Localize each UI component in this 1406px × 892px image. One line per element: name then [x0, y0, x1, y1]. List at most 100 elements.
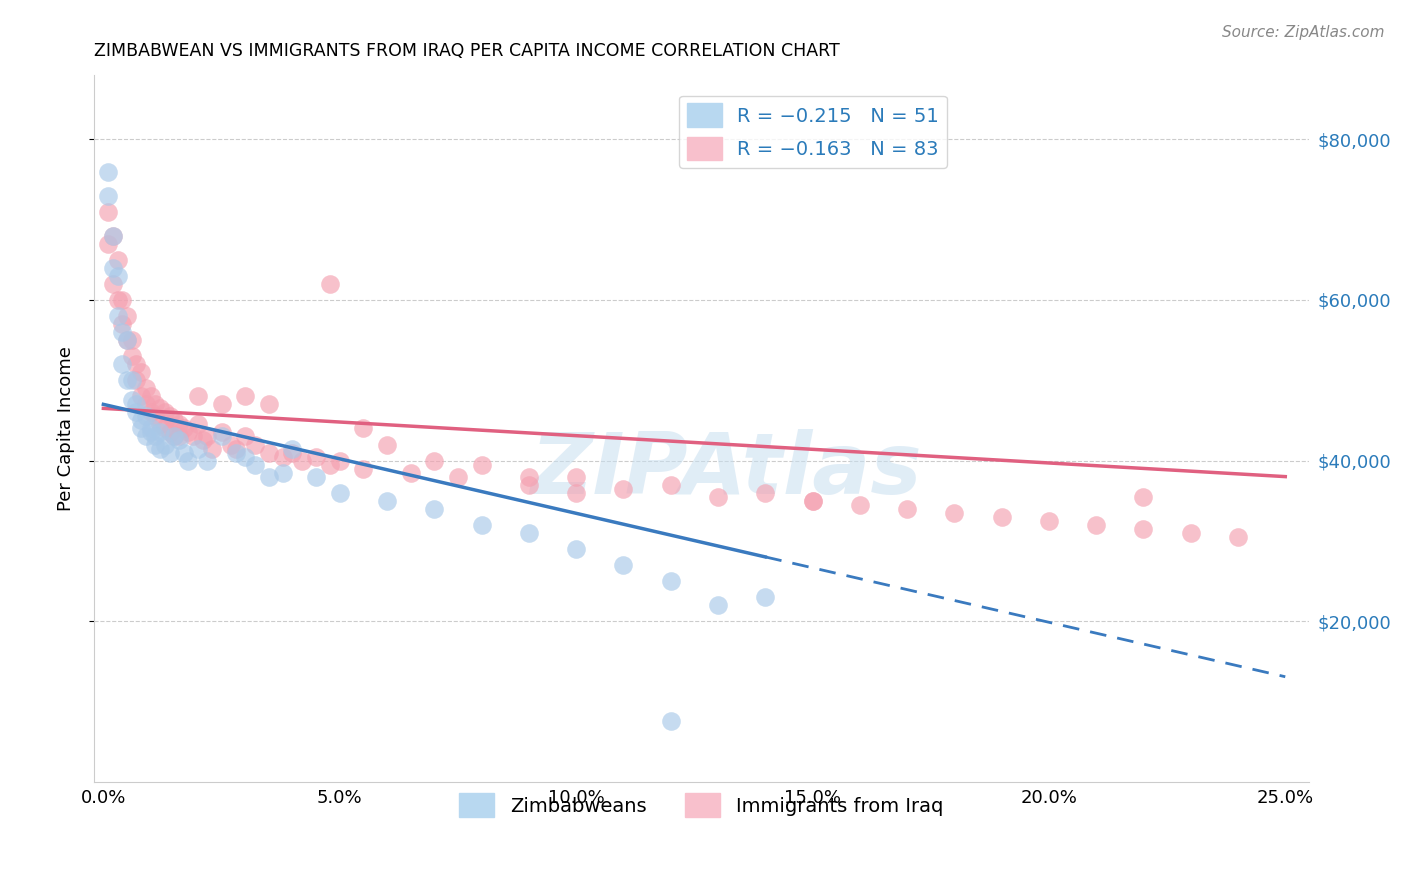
Point	[115, 309, 138, 323]
Point	[153, 437, 176, 451]
Point	[225, 442, 247, 456]
Point	[447, 469, 470, 483]
Point	[115, 333, 138, 347]
Point	[97, 164, 120, 178]
Point	[163, 429, 186, 443]
Point	[163, 413, 186, 427]
Point	[111, 317, 134, 331]
Point	[139, 421, 162, 435]
Point	[167, 434, 190, 448]
Point	[129, 421, 152, 435]
Point	[115, 333, 138, 347]
Point	[319, 277, 342, 291]
Point	[125, 373, 148, 387]
Point	[129, 413, 152, 427]
Legend: Zimbabweans, Immigrants from Iraq: Zimbabweans, Immigrants from Iraq	[451, 786, 952, 825]
Point	[111, 293, 134, 307]
Point	[211, 397, 233, 411]
Point	[801, 493, 824, 508]
Point	[149, 401, 172, 416]
Point	[125, 397, 148, 411]
Point	[281, 442, 304, 456]
Point	[145, 437, 167, 451]
Point	[211, 425, 233, 440]
Point	[101, 228, 124, 243]
Point	[121, 373, 143, 387]
Text: Source: ZipAtlas.com: Source: ZipAtlas.com	[1222, 25, 1385, 40]
Point	[107, 252, 129, 267]
Point	[107, 293, 129, 307]
Point	[659, 477, 682, 491]
Point	[305, 450, 328, 464]
Point	[153, 405, 176, 419]
Point	[243, 437, 266, 451]
Point	[305, 469, 328, 483]
Point	[707, 490, 730, 504]
Point	[121, 349, 143, 363]
Point	[471, 517, 494, 532]
Point	[107, 309, 129, 323]
Point	[471, 458, 494, 472]
Point	[145, 397, 167, 411]
Point	[281, 445, 304, 459]
Point	[612, 482, 634, 496]
Point	[801, 493, 824, 508]
Point	[225, 445, 247, 459]
Point	[754, 590, 776, 604]
Point	[97, 204, 120, 219]
Point	[352, 461, 374, 475]
Point	[565, 485, 588, 500]
Point	[1132, 490, 1154, 504]
Point	[135, 429, 157, 443]
Point	[163, 429, 186, 443]
Point	[1180, 525, 1202, 540]
Point	[375, 437, 398, 451]
Point	[990, 509, 1012, 524]
Point	[177, 453, 200, 467]
Point	[129, 365, 152, 379]
Point	[423, 453, 446, 467]
Point	[197, 429, 219, 443]
Point	[159, 445, 181, 459]
Point	[517, 469, 540, 483]
Point	[139, 425, 162, 440]
Point	[423, 501, 446, 516]
Point	[145, 409, 167, 424]
Point	[101, 277, 124, 291]
Point	[191, 434, 214, 448]
Point	[233, 429, 256, 443]
Point	[181, 429, 204, 443]
Point	[111, 325, 134, 339]
Point	[271, 466, 294, 480]
Point	[149, 442, 172, 456]
Point	[153, 421, 176, 435]
Point	[257, 397, 280, 411]
Point	[329, 453, 352, 467]
Point	[177, 425, 200, 440]
Point	[1085, 517, 1108, 532]
Point	[145, 429, 167, 443]
Point	[111, 357, 134, 371]
Point	[107, 268, 129, 283]
Point	[329, 485, 352, 500]
Point	[707, 598, 730, 612]
Point	[101, 228, 124, 243]
Point	[197, 453, 219, 467]
Point	[97, 236, 120, 251]
Point	[659, 714, 682, 729]
Point	[1038, 514, 1060, 528]
Point	[612, 558, 634, 572]
Point	[754, 485, 776, 500]
Point	[187, 442, 209, 456]
Point	[375, 493, 398, 508]
Point	[125, 405, 148, 419]
Point	[257, 469, 280, 483]
Point	[517, 477, 540, 491]
Point	[121, 333, 143, 347]
Point	[125, 357, 148, 371]
Point	[243, 458, 266, 472]
Point	[319, 458, 342, 472]
Point	[565, 469, 588, 483]
Point	[135, 397, 157, 411]
Point	[149, 425, 172, 440]
